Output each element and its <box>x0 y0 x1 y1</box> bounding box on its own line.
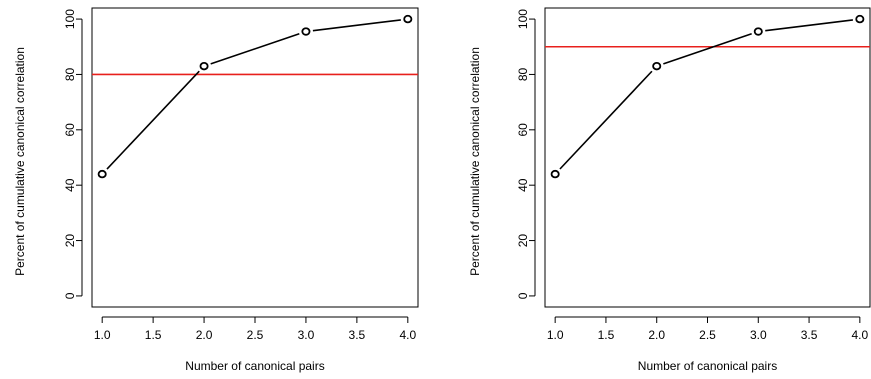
chart-2-x-tick-label: 1.0 <box>547 328 564 342</box>
chart-2-y-axis-title: Percent of cumulative canonical correlat… <box>468 47 482 276</box>
chart-1-data-point <box>97 169 107 179</box>
chart-1-series-segment <box>106 70 200 170</box>
chart-1-x-tick-label: 1.5 <box>145 328 162 342</box>
chart-2-x-tick-label: 2.0 <box>648 328 665 342</box>
chart-2-y-tick-label: 0 <box>516 292 530 299</box>
chart-1-x-tick-label: 2.5 <box>247 328 264 342</box>
chart-2-x-tick-label: 3.5 <box>801 328 818 342</box>
chart-2-data-point <box>550 169 560 179</box>
chart-2-x-tick-label: 1.5 <box>598 328 615 342</box>
chart-2-x-axis-title: Number of canonical pairs <box>638 359 777 373</box>
chart-1-x-tick-label: 1.0 <box>94 328 111 342</box>
chart-2-plot-frame <box>544 7 871 308</box>
chart-1-y-tick-label: 80 <box>63 67 77 81</box>
chart-1-y-tick-label: 0 <box>63 292 77 299</box>
chart-1-x-tick-label: 2.0 <box>196 328 213 342</box>
chart-1-series-segment <box>210 33 300 65</box>
chart-2-data-point <box>855 14 865 24</box>
chart-1-x-tick-label: 4.0 <box>399 328 416 342</box>
chart-2-y-tick-label: 80 <box>516 67 530 81</box>
chart-1-x-axis-title: Number of canonical pairs <box>185 359 324 373</box>
chart-1-series-segment <box>312 19 401 32</box>
chart-2-y-tick-label: 20 <box>516 234 530 248</box>
chart-2-x-tick-label: 2.5 <box>699 328 716 342</box>
chart-2-y-tick-label: 40 <box>516 178 530 192</box>
chart-2-x-tick-label: 3.0 <box>750 328 767 342</box>
chart-2-x-tick-label: 4.0 <box>852 328 869 342</box>
chart-1-x-tick-label: 3.0 <box>298 328 315 342</box>
chart-2-data-point <box>753 27 763 36</box>
chart-2-series-segment <box>765 19 853 32</box>
left-chart-panel: 1.0 1.5 2.0 2.5 3.0 3.5 4.0 0 20 40 60 80 100 Number … <box>13 7 419 373</box>
chart-1-y-tick-label: 100 <box>63 9 77 29</box>
chart-1-y-tick-label: 40 <box>63 178 77 192</box>
chart-2-y-tick-label: 60 <box>516 123 530 137</box>
chart-1-y-tick-label: 20 <box>63 234 77 248</box>
chart-1-data-point <box>403 14 413 24</box>
chart-1-y-tick-label: 60 <box>63 123 77 137</box>
chart-1-data-point <box>199 61 209 71</box>
chart-2-series-segment <box>663 33 752 65</box>
chart-1-x-tick-label: 3.5 <box>349 328 366 342</box>
chart-1-y-axis-title: Percent of cumulative canonical correlat… <box>13 47 27 276</box>
chart-2-data-point <box>652 61 662 71</box>
right-chart-panel: 1.0 1.5 2.0 2.5 3.0 3.5 4.0 0 20 40 60 80 100 Number … <box>468 7 871 373</box>
chart-2-y-tick-label: 100 <box>516 9 530 29</box>
chart-1-plot-frame <box>91 7 419 308</box>
chart-2-series-segment <box>559 70 653 170</box>
chart-1-data-point <box>301 27 311 36</box>
